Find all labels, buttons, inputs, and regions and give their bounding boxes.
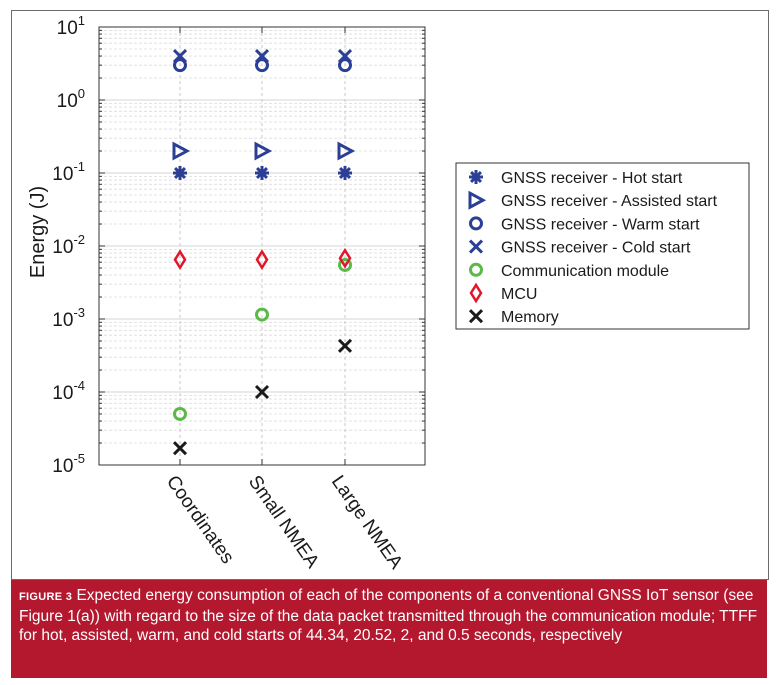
legend-marker [469,262,483,277]
legend-marker [468,309,484,324]
point-3-2 [337,48,353,64]
x-tick-label: Small NMEA [244,472,323,573]
point-0-2 [338,166,352,180]
legend-marker [469,170,483,184]
y-tick-label: 10-2 [52,232,85,258]
point-5-1 [255,249,269,271]
point-3-1 [254,48,270,64]
legend-label: GNSS receiver - Warm start [501,216,700,233]
point-4-0 [173,406,187,421]
legend-marker [469,282,483,304]
y-tick-label: 100 [57,86,85,112]
point-4-2 [338,257,352,272]
point-3-0 [172,48,188,64]
y-tick-label: 10-1 [52,159,85,185]
y-tick-label: 10-3 [52,305,85,331]
legend: GNSS receiver - Hot start GNSS receiver -… [455,162,750,330]
point-5-2 [338,247,352,269]
point-2-2 [338,58,352,73]
legend-box [455,162,750,330]
legend-label: Memory [501,309,559,326]
point-2-1 [255,58,269,73]
point-6-1 [254,384,270,400]
legend-label: GNSS receiver - Cold start [501,240,691,257]
y-tick-label: 101 [57,13,85,39]
legend-marker [468,190,487,210]
point-5-0 [173,249,187,271]
legend-label: GNSS receiver - Hot start [501,170,683,187]
figure-label: FIGURE 3 [19,591,73,603]
y-tick-label: 10-5 [52,451,85,477]
y-tick-label: 10-4 [52,378,85,404]
grid [99,26,425,466]
point-2-0 [173,58,187,73]
point-0-1 [255,166,269,180]
point-6-0 [172,441,188,456]
legend-marker [469,216,483,231]
legend-marker [468,239,484,254]
data-marks [172,48,356,456]
axes: 10-5 10-4 10-3 10-2 10-1 100 101 Coordinates Sma… [52,13,426,573]
legend-label: GNSS receiver - Assisted start [501,193,718,210]
x-tick-label: Large NMEA [327,472,407,573]
chart: 10-5 10-4 10-3 10-2 10-1 100 101 Coordinates Sma… [27,13,750,573]
legend-label: MCU [501,286,537,303]
point-1-0 [172,141,191,161]
y-axis-label: Energy (J) [27,186,49,278]
x-tick-label: Coordinates [162,472,238,568]
figure-caption: FIGURE 3 Expected energy consumption of … [11,580,767,678]
point-1-2 [337,141,356,161]
caption-text: Expected energy consumption of each of t… [19,587,758,644]
point-6-2 [337,338,353,353]
point-4-1 [255,307,269,322]
point-0-0 [173,166,187,180]
legend-label: Communication module [501,263,669,280]
point-1-1 [254,141,273,161]
